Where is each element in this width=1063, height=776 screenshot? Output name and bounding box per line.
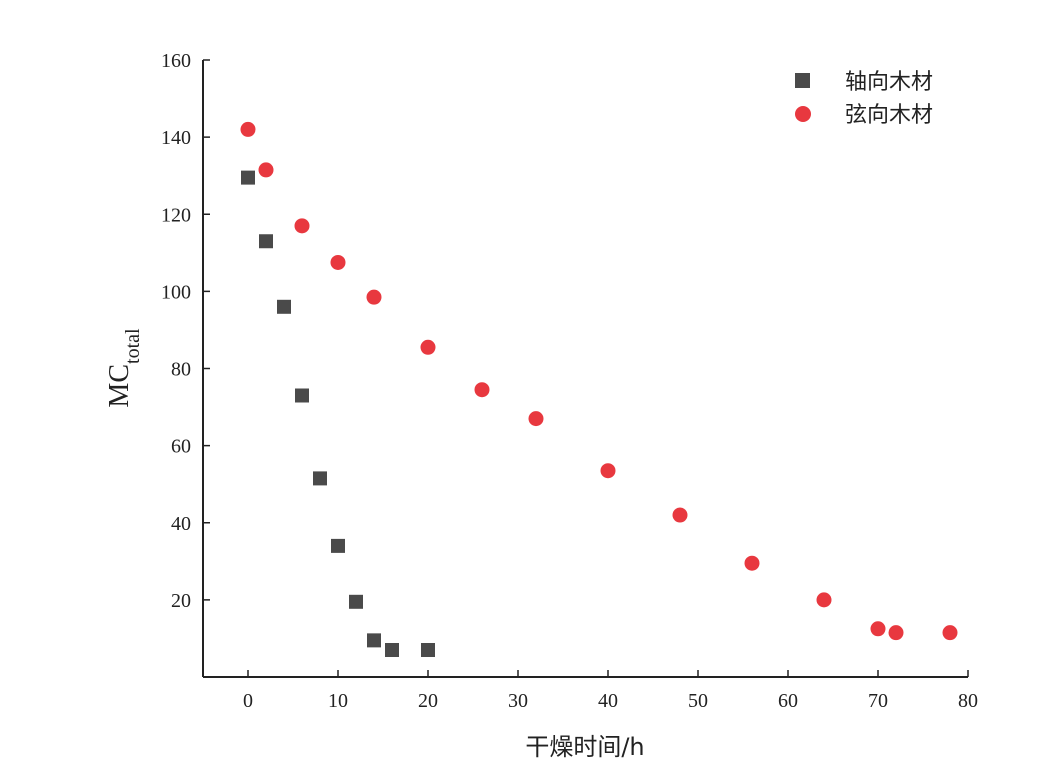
legend-marker-circle (795, 106, 811, 122)
data-point-square (241, 170, 255, 185)
data-point-circle (474, 382, 490, 398)
y-axis-title-group: MCtotal (104, 328, 144, 408)
x-tick-label: 50 (688, 690, 708, 712)
data-point-square (295, 388, 309, 403)
y-tick-label: 20 (171, 590, 191, 612)
data-point-square (277, 299, 291, 314)
x-axis-title: 干燥时间/h (525, 733, 644, 761)
legend-marker-square (795, 73, 810, 88)
data-point-circle (600, 463, 616, 479)
x-tick-label: 30 (508, 690, 528, 712)
y-tick-label: 80 (171, 359, 191, 381)
data-point-circle (528, 411, 544, 427)
data-point-square (331, 538, 345, 553)
data-point-circle (420, 339, 436, 355)
data-point-circle (672, 507, 688, 523)
x-tick-label: 80 (958, 690, 978, 712)
data-point-square (421, 643, 435, 658)
data-point-circle (744, 555, 760, 571)
x-tick-label: 10 (328, 690, 348, 712)
axes (202, 60, 968, 678)
data-point-square (259, 234, 273, 249)
y-tick-label: 140 (161, 127, 191, 149)
x-tick-label: 0 (243, 690, 253, 712)
y-tick-label: 100 (161, 281, 191, 303)
data-point-circle (294, 218, 310, 234)
data-point-circle (870, 621, 886, 637)
data-point-square (367, 633, 381, 648)
data-point-square (385, 643, 399, 658)
data-point-circle (366, 289, 382, 305)
data-point-circle (888, 625, 904, 641)
y-tick-label: 40 (171, 513, 191, 535)
x-tick-label: 60 (778, 690, 798, 712)
y-tick-label: 160 (161, 50, 191, 72)
y-tick-label: 120 (161, 204, 191, 226)
data-point-circle (258, 162, 274, 178)
data-point-circle (240, 121, 256, 137)
legend: 轴向木材 弦向木材 (795, 70, 933, 128)
data-point-square (349, 594, 363, 609)
x-tick-label: 40 (598, 690, 618, 712)
legend-label-series-1: 轴向木材 (845, 70, 933, 95)
x-tick-label: 70 (868, 690, 888, 712)
data-points (240, 121, 958, 658)
legend-label-series-2: 弦向木材 (845, 103, 933, 128)
x-ticks: 0 10 20 30 40 50 60 70 80 (243, 670, 978, 712)
data-point-circle (816, 592, 832, 608)
data-point-square (313, 471, 327, 486)
y-tick-label: 60 (171, 436, 191, 458)
y-axis-title-main: MC (104, 364, 135, 408)
y-axis-title-subscript: total (122, 328, 144, 364)
data-point-circle (330, 254, 346, 270)
data-point-circle (942, 625, 958, 641)
y-ticks: 20 40 60 80 100 120 140 160 (161, 50, 210, 612)
x-tick-label: 20 (418, 690, 438, 712)
y-axis-title: MCtotal (104, 328, 144, 408)
